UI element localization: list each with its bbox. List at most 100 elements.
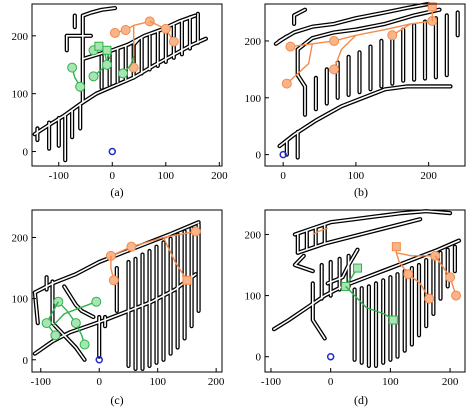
routes <box>312 227 462 325</box>
circle-marker <box>41 318 52 329</box>
origin-marker <box>108 147 117 156</box>
panel-caption: (c) <box>110 393 123 407</box>
tunnel-segment-core <box>132 37 140 46</box>
tunnel-segment-core <box>278 85 452 147</box>
green-route <box>51 301 97 327</box>
circle-marker <box>108 275 119 286</box>
y-tick-label: 200 <box>12 233 29 245</box>
origin-marker <box>279 150 287 159</box>
circle-marker <box>281 78 292 89</box>
orange-route <box>396 252 436 257</box>
tunnel-segment-core <box>34 291 39 324</box>
y-tick-label: 100 <box>12 89 29 101</box>
circle-marker <box>70 318 81 329</box>
square-marker <box>391 242 401 252</box>
y-tick-label: 100 <box>12 294 29 306</box>
x-tick-label: 100 <box>149 376 166 388</box>
tunnel-network <box>273 1 460 160</box>
square-marker <box>182 275 192 285</box>
tunnel-segment-core <box>293 8 306 25</box>
x-tick-label: 0 <box>110 170 116 182</box>
y-tick-label: 0 <box>256 150 262 162</box>
circle-marker <box>91 296 102 307</box>
orange-route <box>312 227 328 236</box>
x-tick-label: 100 <box>158 170 175 182</box>
tunnel-segment-core <box>294 255 314 272</box>
panel-b: 0 100 200 0 100 200 (b) <box>245 1 466 199</box>
tunnel-segment-core <box>326 248 359 285</box>
tunnel-segment-core <box>63 285 95 318</box>
circle-marker <box>75 81 86 92</box>
circle-marker <box>451 290 462 301</box>
x-tick-label: 0 <box>328 376 334 388</box>
plot-frame <box>264 209 466 373</box>
orange-route <box>286 43 313 85</box>
tunnel-network <box>32 220 201 371</box>
routes <box>67 16 179 92</box>
tunnel-segment-core <box>275 35 288 45</box>
circle-marker <box>329 64 340 75</box>
plot-frame <box>264 3 466 167</box>
square-marker <box>427 2 437 12</box>
x-tick-label: -100 <box>49 170 70 182</box>
origin-marker <box>95 356 103 364</box>
circle-marker <box>126 241 137 252</box>
circle-marker <box>329 35 340 46</box>
y-tick-label: 0 <box>256 352 262 364</box>
routes <box>41 226 201 350</box>
orange-route <box>114 20 150 34</box>
x-tick-label: 200 <box>442 376 459 388</box>
plot-frame <box>31 209 223 373</box>
square-marker <box>388 315 398 325</box>
y-tick-label: 100 <box>245 291 262 303</box>
circle-marker <box>285 41 296 52</box>
x-tick-label: -100 <box>31 376 52 388</box>
x-tick-label: 200 <box>211 170 228 182</box>
circle-marker <box>424 293 435 304</box>
y-tick-label: 200 <box>12 31 29 43</box>
circle-marker <box>190 226 201 237</box>
square-marker <box>102 45 112 55</box>
circle-marker <box>50 330 61 341</box>
orange-route <box>162 237 188 281</box>
circle-marker <box>53 296 64 307</box>
circle-marker <box>403 269 414 280</box>
y-tick-label: 200 <box>245 229 262 241</box>
circle-marker <box>79 339 90 350</box>
circle-marker <box>168 36 179 47</box>
square-marker <box>353 263 363 273</box>
circle-marker <box>445 272 456 283</box>
panel-caption: (d) <box>354 393 368 407</box>
x-tick-label: 200 <box>208 376 225 388</box>
circle-marker <box>387 30 398 41</box>
tunnel-segment-core <box>273 239 460 331</box>
orange-route <box>110 230 196 257</box>
tunnel-segment-core <box>82 7 116 104</box>
x-tick-label: 200 <box>420 170 437 182</box>
x-tick-label: 0 <box>280 170 286 182</box>
panel-caption: (b) <box>354 185 368 199</box>
tunnel-segment-core <box>294 210 451 236</box>
y-tick-label: 100 <box>245 93 262 105</box>
circle-marker <box>117 68 128 79</box>
tunnel-segment-core <box>296 8 441 51</box>
y-tick-label: 200 <box>245 36 262 48</box>
tunnel-segment-core <box>311 282 326 340</box>
x-tick-label: 100 <box>382 376 399 388</box>
tunnel-segment-core <box>296 48 306 88</box>
x-tick-label: -100 <box>261 376 282 388</box>
circle-marker <box>160 23 171 34</box>
tunnel-segment-core <box>51 280 86 361</box>
tunnel-network <box>271 209 462 368</box>
circle-marker <box>67 62 78 73</box>
y-tick-label: 0 <box>23 147 29 159</box>
circle-marker <box>101 59 112 70</box>
tunnel-segment-core <box>296 218 422 254</box>
circle-marker <box>109 27 120 38</box>
plot-frame <box>31 3 223 167</box>
circle-marker <box>120 25 131 36</box>
x-tick-label: 0 <box>96 376 102 388</box>
square-marker <box>94 41 104 51</box>
